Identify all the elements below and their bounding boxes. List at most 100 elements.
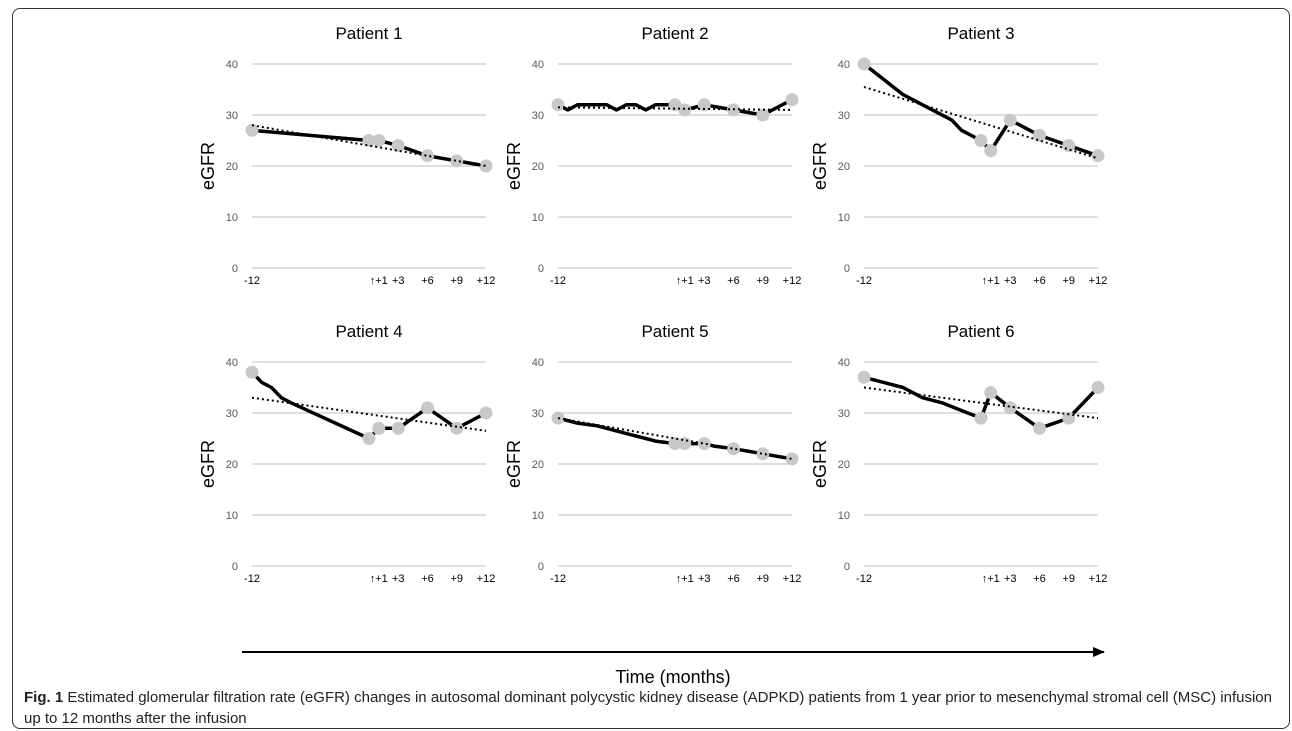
- p1-ytick-label: 20: [226, 161, 238, 173]
- p1-ytick-label: 40: [226, 59, 238, 71]
- p5-data-point: [697, 437, 711, 451]
- p6-xtick-label: ↑+1: [982, 573, 1000, 585]
- p2-ytick-label: 10: [532, 212, 544, 224]
- p1-xtick-label: +9: [450, 275, 463, 287]
- p2-ytick-label: 20: [532, 161, 544, 173]
- p4-data-point: [450, 421, 464, 435]
- p3-ytick-label: 0: [844, 263, 850, 275]
- p3-xtick-label: ↑+1: [982, 275, 1000, 287]
- p6-title: Patient 6: [947, 322, 1014, 341]
- time-axis-label: Time (months): [615, 667, 730, 687]
- p3-ytick-label: 10: [838, 212, 850, 224]
- p5-xtick-label: ↑+1: [676, 573, 694, 585]
- p2-xtick-label: +3: [698, 275, 711, 287]
- p5-ylabel: eGFR: [504, 440, 524, 488]
- p1-ytick-label: 0: [232, 263, 238, 275]
- p4-data-point: [362, 432, 376, 445]
- p6-xtick-label: +3: [1004, 573, 1017, 585]
- p4-xtick-label: +3: [392, 573, 405, 585]
- p4-ytick-label: 20: [226, 459, 238, 471]
- p6-data-point: [1062, 411, 1076, 425]
- p5-xtick-label: +12: [783, 573, 802, 585]
- p5-data-point: [785, 452, 799, 466]
- p5-title: Patient 5: [641, 322, 708, 341]
- p4-title: Patient 4: [335, 322, 402, 341]
- p1-data-point: [362, 134, 376, 147]
- p4-xtick-label: ↑+1: [370, 573, 388, 585]
- p3-data-point: [1091, 149, 1105, 163]
- p6-data-point: [984, 386, 998, 400]
- p6-ytick-label: 0: [844, 561, 850, 573]
- p5-xtick-label: +6: [727, 573, 740, 585]
- p4-ytick-label: 30: [226, 408, 238, 420]
- p3-data-point: [974, 134, 988, 147]
- p4-ytick-label: 40: [226, 357, 238, 369]
- p2-title: Patient 2: [641, 24, 708, 43]
- p5-xtick-label: -12: [550, 573, 566, 585]
- p1-xtick-label: +3: [392, 275, 405, 287]
- p1-data-point: [245, 123, 259, 137]
- p2-xtick-label: -12: [550, 275, 566, 287]
- p5-ytick-label: 10: [532, 510, 544, 522]
- figure-frame: [12, 8, 1290, 729]
- p5-xtick-label: +9: [756, 573, 769, 585]
- p4-ytick-label: 0: [232, 561, 238, 573]
- p1-xtick-label: -12: [244, 275, 260, 287]
- p2-data-point: [551, 98, 565, 112]
- p5-ytick-label: 20: [532, 459, 544, 471]
- p4-data-point: [391, 421, 405, 435]
- p2-trendline: [557, 106, 793, 111]
- p1-title: Patient 1: [335, 24, 402, 43]
- p2-xtick-label: +12: [783, 275, 802, 287]
- figure-label: Fig. 1: [24, 689, 64, 706]
- p5-data-point: [727, 442, 740, 456]
- p1-ylabel: eGFR: [198, 142, 218, 190]
- figure-caption: Fig. 1 Estimated glomerular filtration r…: [24, 687, 1274, 729]
- p6-ytick-label: 30: [838, 408, 850, 420]
- p2-xtick-label: ↑+1: [676, 275, 694, 287]
- p1-data-point: [391, 139, 405, 153]
- p5-data-point: [756, 447, 770, 461]
- p4-xtick-label: -12: [244, 573, 260, 585]
- p3-data-point: [1033, 128, 1046, 142]
- p1-data-point: [479, 159, 493, 173]
- p3-ytick-label: 20: [838, 161, 850, 173]
- p3-ylabel: eGFR: [810, 142, 830, 190]
- caption-text: Estimated glomerular filtration rate (eG…: [24, 689, 1272, 727]
- p2-ytick-label: 40: [532, 59, 544, 71]
- p3-xtick-label: +6: [1033, 275, 1046, 287]
- p5-ytick-label: 40: [532, 357, 544, 369]
- p2-data-point: [756, 108, 770, 122]
- p5-ytick-label: 0: [538, 561, 544, 573]
- p6-ylabel: eGFR: [810, 440, 830, 488]
- p2-data-point: [785, 93, 799, 107]
- p6-data-point: [1003, 401, 1017, 415]
- p5-data-point: [668, 437, 682, 451]
- p3-ytick-label: 30: [838, 110, 850, 122]
- p6-ytick-label: 40: [838, 357, 850, 369]
- p6-data-point: [1033, 421, 1046, 435]
- p4-data-point: [421, 401, 434, 415]
- p6-data-point: [974, 411, 988, 425]
- p4-data-point: [372, 421, 386, 435]
- p1-data-point: [450, 154, 464, 168]
- p2-ylabel: eGFR: [504, 142, 524, 190]
- p2-data-point: [697, 98, 711, 112]
- p5-xtick-label: +3: [698, 573, 711, 585]
- p3-data-point: [1003, 113, 1017, 127]
- p4-xtick-label: +9: [450, 573, 463, 585]
- p5-data-point: [678, 437, 692, 451]
- p1-xtick-label: +6: [421, 275, 434, 287]
- p3-xtick-label: -12: [856, 275, 872, 287]
- p2-ytick-label: 0: [538, 263, 544, 275]
- p6-xtick-label: +9: [1062, 573, 1075, 585]
- p4-data-point: [245, 365, 259, 379]
- p6-xtick-label: -12: [856, 573, 872, 585]
- p1-xtick-label: +12: [477, 275, 496, 287]
- p4-xtick-label: +12: [477, 573, 496, 585]
- p6-trendline: [863, 386, 1099, 420]
- p3-xtick-label: +12: [1089, 275, 1108, 287]
- p1-ytick-label: 10: [226, 212, 238, 224]
- p3-data-point: [1062, 139, 1076, 153]
- p3-data-point: [984, 144, 998, 158]
